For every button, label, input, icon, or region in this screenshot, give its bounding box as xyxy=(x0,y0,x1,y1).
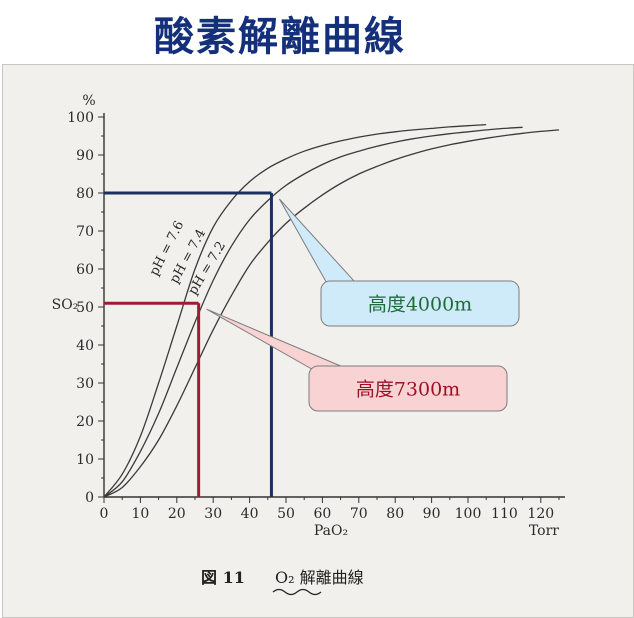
curve-series-1 xyxy=(103,123,487,498)
caption-figure-number: 図 11 xyxy=(201,568,245,587)
x-tick-label: 100 xyxy=(455,506,482,522)
y-tick-label: 90 xyxy=(76,148,94,164)
x-tick-label: 10 xyxy=(131,506,149,522)
y-axis-title: SO₂ xyxy=(52,297,79,313)
oxygen-dissociation-chart: 0 10 20 30 40 50 60 70 80 90 100 110 120 0 10 20 30 40 50 6… xyxy=(52,93,565,596)
y-tick-label: 70 xyxy=(76,224,94,240)
x-axis-title: PaO₂ xyxy=(314,523,348,539)
curve-series-3 xyxy=(103,129,560,498)
x-tick-label: 50 xyxy=(277,506,295,522)
y-tick-label: 10 xyxy=(76,452,94,468)
curve-series-2 xyxy=(103,126,523,498)
callout-pointer-1 xyxy=(279,198,356,288)
y-tick-label: 80 xyxy=(76,186,94,202)
slide-title: 酸素解離曲線 xyxy=(154,14,406,60)
callout-label-2: 高度7300m xyxy=(356,379,460,401)
y-tick-label: 30 xyxy=(76,376,94,392)
callout-label-1: 高度4000m xyxy=(368,294,472,316)
y-tick-label: 40 xyxy=(76,338,94,354)
x-tick-label: 110 xyxy=(491,506,518,522)
x-tick-label: 40 xyxy=(241,506,259,522)
x-tick-label: 20 xyxy=(168,506,186,522)
callout-box-1 xyxy=(320,280,520,327)
x-tick-label: 120 xyxy=(527,506,554,522)
x-tick-label: 80 xyxy=(386,506,404,522)
y-tick-label: 50 xyxy=(76,300,94,316)
x-unit-label: Torr xyxy=(529,523,559,539)
caption-text: O₂ 解離曲線 xyxy=(275,568,364,587)
y-tick-label: 0 xyxy=(85,490,94,506)
y-tick-label: 20 xyxy=(76,414,94,430)
x-tick-label: 0 xyxy=(100,506,109,522)
y-unit-label: % xyxy=(82,93,95,109)
x-tick-label: 60 xyxy=(313,506,331,522)
y-tick-label: 100 xyxy=(67,110,94,126)
scanned-figure: 0 10 20 30 40 50 60 70 80 90 100 110 120 0 10 20 30 40 50 6… xyxy=(2,64,634,618)
callout-box-2 xyxy=(308,365,508,412)
x-tick-label: 70 xyxy=(350,506,368,522)
x-tick-label: 30 xyxy=(204,506,222,522)
x-tick-label: 90 xyxy=(423,506,441,522)
caption-underline-wave xyxy=(272,588,322,596)
y-tick-label: 60 xyxy=(76,262,94,278)
